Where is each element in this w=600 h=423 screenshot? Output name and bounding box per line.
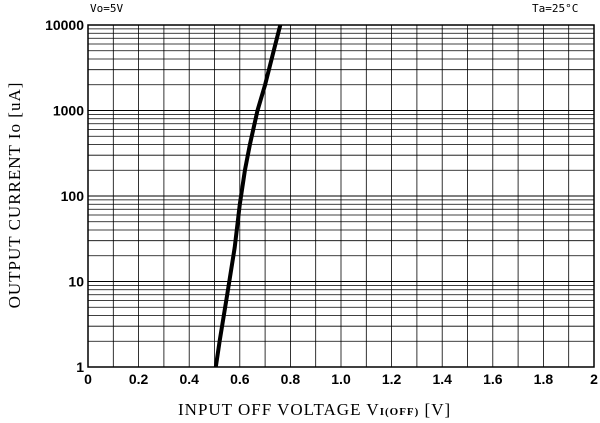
condition-ta: Ta=25°C	[532, 2, 579, 15]
x-tick-label: 1.2	[382, 371, 402, 387]
x-tick-label: 0.8	[281, 371, 301, 387]
x-tick-label: 0.4	[179, 371, 199, 387]
x-axis-label-main: INPUT OFF VOLTAGE V	[178, 400, 380, 419]
x-axis-label-sub: I(OFF)	[379, 406, 420, 418]
series-layer	[213, 24, 283, 368]
y-tick-label: 10000	[45, 17, 84, 33]
y-tick-label: 1000	[53, 103, 84, 119]
x-tick-label: 0	[84, 371, 92, 387]
x-axis-label-unit: [V]	[419, 400, 452, 419]
x-tick-label: 1.6	[483, 371, 503, 387]
y-tick-labels: 1 10 100 1000 10000	[45, 17, 84, 375]
x-axis-label: INPUT OFF VOLTAGE VI(OFF) [V]	[178, 400, 451, 420]
x-tick-label: 1.8	[534, 371, 554, 387]
x-tick-labels: 0 0.2 0.4 0.6 0.8 1.0 1.2 1.4 1.6 1.8 2	[84, 371, 598, 387]
x-tick-label: 2	[590, 371, 598, 387]
x-tick-label: 1.0	[331, 371, 351, 387]
grid	[87, 24, 595, 368]
plot-frame	[87, 24, 595, 368]
x-tick-label: 1.4	[432, 371, 452, 387]
y-tick-label: 100	[61, 188, 85, 204]
x-tick-label: 0.2	[129, 371, 149, 387]
series-line	[213, 24, 283, 368]
condition-vo: Vo=5V	[90, 2, 124, 15]
x-tick-label: 0.6	[230, 371, 250, 387]
y-tick-label: 1	[76, 359, 84, 375]
y-tick-label: 10	[68, 274, 84, 290]
